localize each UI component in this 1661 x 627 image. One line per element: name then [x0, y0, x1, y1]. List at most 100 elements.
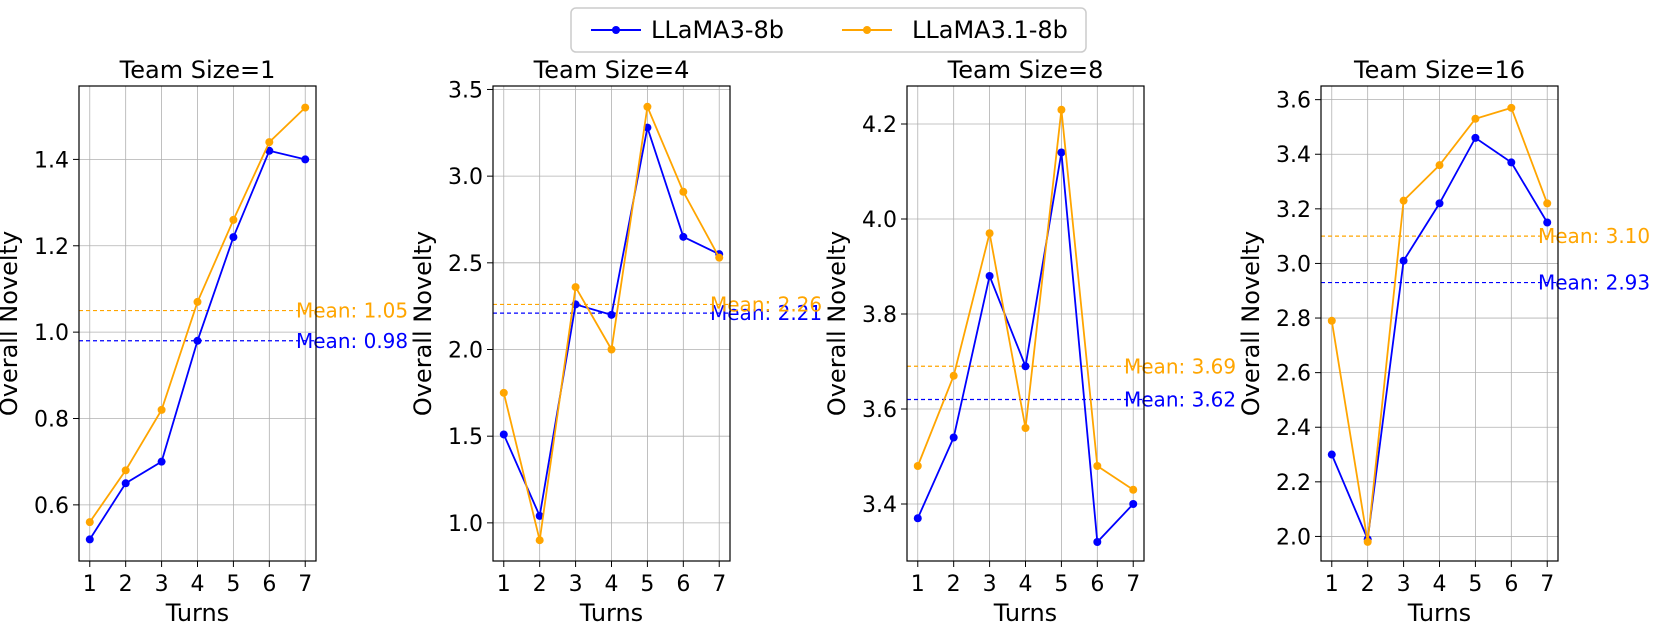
mean-label-llama3-8b: Mean: 2.21 — [710, 301, 822, 325]
x-tick-label: 5 — [226, 572, 240, 597]
panel-2: 1 2 3 4 5 6 7 1.0 1.5 2.0 2.5 3.0 3.5 Mean: 2.21Mean:… — [409, 56, 822, 627]
mean-label-llama3-1-8b: Mean: 3.69 — [1124, 354, 1236, 378]
data-point-llama3-1-8b — [1093, 462, 1102, 470]
legend-marker-llama3 — [612, 26, 620, 34]
legend-marker-llama31 — [863, 26, 871, 34]
y-tick-label: 1.5 — [448, 425, 483, 450]
x-tick-label: 5 — [640, 572, 654, 597]
y-tick-label: 3.4 — [862, 493, 897, 518]
x-tick-label: 3 — [983, 572, 997, 597]
data-point-llama3-1-8b — [985, 229, 994, 238]
data-point-llama3-1-8b — [643, 102, 652, 111]
x-axis-label: Turns — [165, 599, 229, 627]
data-point-llama3-8b — [679, 232, 688, 241]
x-tick-label: 6 — [262, 572, 276, 597]
y-tick-label: 1.4 — [34, 148, 69, 173]
data-point-llama3-8b — [1399, 256, 1408, 265]
y-tick-label: 0.6 — [34, 494, 69, 519]
data-point-llama3-1-8b — [535, 536, 544, 545]
data-point-llama3-8b — [1057, 148, 1066, 157]
x-tick-label: 5 — [1054, 572, 1068, 597]
data-point-llama3-8b — [157, 457, 166, 466]
data-point-llama3-1-8b — [607, 345, 616, 354]
data-point-llama3-1-8b — [1507, 103, 1516, 112]
data-point-llama3-1-8b — [265, 138, 274, 147]
data-point-llama3-8b — [85, 535, 94, 544]
data-point-llama3-1-8b — [157, 405, 166, 414]
y-tick-label: 2.8 — [1276, 307, 1311, 332]
y-tick-label: 2.0 — [1276, 525, 1311, 550]
y-tick-label: 3.0 — [1276, 252, 1311, 277]
x-tick-label: 6 — [676, 572, 690, 597]
plot-frame — [1320, 85, 1559, 562]
data-point-llama3-8b — [913, 514, 922, 523]
mean-label-llama3-1-8b: Mean: 3.10 — [1538, 224, 1650, 248]
data-point-llama3-1-8b — [679, 187, 688, 196]
x-axis-label: Turns — [1407, 599, 1471, 627]
x-tick-label: 3 — [1397, 572, 1411, 597]
x-tick-label: 6 — [1504, 572, 1518, 597]
plot-frame — [78, 85, 317, 562]
data-point-llama3-8b — [535, 511, 544, 520]
data-point-llama3-1-8b — [1471, 114, 1480, 123]
data-point-llama3-8b — [1471, 133, 1480, 142]
data-point-llama3-8b — [1093, 538, 1102, 546]
x-tick-label: 1 — [1325, 572, 1339, 597]
legend-box — [570, 7, 1087, 53]
x-tick-label: 7 — [1126, 572, 1140, 597]
mean-label-llama3-8b: Mean: 3.62 — [1124, 388, 1236, 412]
data-point-llama3-1-8b — [913, 462, 922, 470]
data-point-llama3-1-8b — [949, 371, 958, 380]
x-tick-label: 5 — [1468, 572, 1482, 597]
y-axis-label: Overall Novelty — [409, 231, 437, 416]
data-point-llama3-1-8b — [301, 103, 310, 112]
data-point-llama3-8b — [1435, 199, 1444, 208]
x-tick-label: 1 — [911, 572, 925, 597]
data-point-llama3-8b — [985, 272, 994, 280]
panel-title: Team Size=8 — [947, 56, 1104, 84]
y-tick-label: 2.5 — [448, 252, 483, 277]
data-point-llama3-1-8b — [1435, 161, 1444, 170]
panel-title: Team Size=4 — [533, 56, 690, 84]
data-point-llama3-1-8b — [85, 518, 94, 527]
data-point-llama3-1-8b — [1129, 485, 1138, 494]
data-point-llama3-8b — [1507, 158, 1516, 167]
data-point-llama3-8b — [1021, 362, 1030, 371]
data-point-llama3-8b — [949, 433, 958, 442]
legend-label-llama3: LLaMA3-8b — [651, 16, 784, 44]
y-axis-label: Overall Novelty — [0, 231, 23, 416]
data-point-llama3-8b — [121, 479, 130, 488]
data-point-llama3-1-8b — [1543, 199, 1552, 208]
x-tick-label: 7 — [298, 572, 312, 597]
y-tick-label: 2.2 — [1276, 471, 1311, 496]
panel-4: 1 2 3 4 5 6 7 2.0 2.2 2.4 2.6 2.8 3.0 3.2 3.4 3.6 Mean: … — [1237, 56, 1650, 627]
y-tick-label: 4.2 — [862, 113, 897, 138]
x-axis-label: Turns — [579, 599, 643, 627]
x-tick-label: 7 — [712, 572, 726, 597]
data-point-llama3-1-8b — [571, 283, 580, 292]
x-tick-label: 4 — [191, 572, 205, 597]
x-tick-label: 1 — [83, 572, 97, 597]
x-tick-label: 3 — [569, 572, 583, 597]
x-tick-label: 1 — [497, 572, 511, 597]
mean-label-llama3-8b: Mean: 2.93 — [1538, 271, 1650, 295]
x-axis-label: Turns — [993, 599, 1057, 627]
x-tick-label: 7 — [1540, 572, 1554, 597]
y-tick-label: 1.0 — [34, 321, 69, 346]
y-axis-label: Overall Novelty — [823, 231, 851, 416]
data-point-llama3-8b — [499, 430, 508, 439]
x-tick-label: 2 — [947, 572, 961, 597]
y-tick-label: 3.6 — [1276, 89, 1311, 114]
x-tick-label: 2 — [1361, 572, 1375, 597]
mean-label-llama3-8b: Mean: 0.98 — [296, 329, 408, 353]
data-point-llama3-1-8b — [715, 253, 724, 262]
plot-frame — [492, 85, 731, 562]
mean-label-llama3-1-8b: Mean: 1.05 — [296, 299, 408, 323]
data-point-llama3-1-8b — [193, 297, 202, 306]
y-tick-label: 3.5 — [448, 78, 483, 103]
data-point-llama3-1-8b — [1327, 316, 1336, 325]
y-tick-label: 2.6 — [1276, 362, 1311, 387]
x-tick-label: 3 — [155, 572, 169, 597]
